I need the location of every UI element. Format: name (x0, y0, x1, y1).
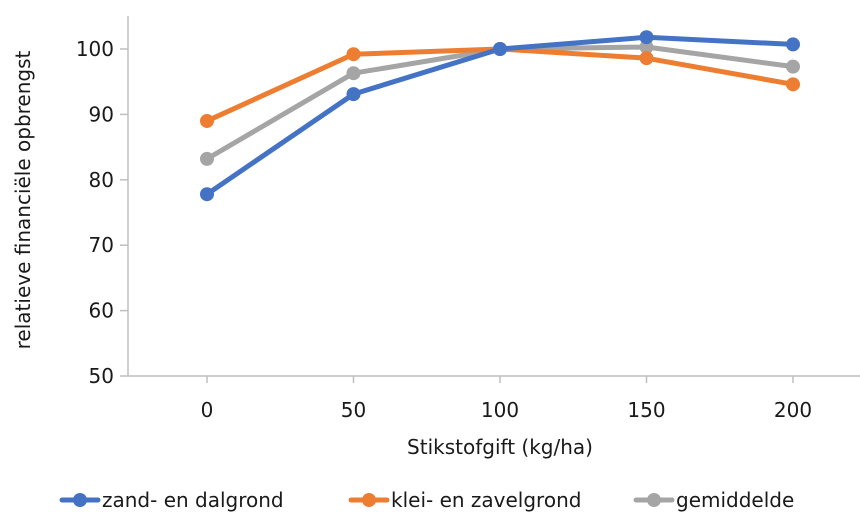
y-tick-label: 100 (76, 37, 114, 61)
x-tick-label: 0 (201, 398, 214, 422)
y-tick-label: 70 (89, 233, 114, 257)
y-axis-title: relatieve financiële opbrengst (11, 50, 35, 349)
legend-item: gemiddelde (633, 488, 794, 512)
x-tick-label: 150 (627, 398, 665, 422)
legend: zand- en dalgrond klei- en zavelgrond gemi… (59, 488, 794, 512)
legend-swatch-marker (647, 493, 661, 507)
data-point (786, 37, 800, 52)
data-point (200, 151, 214, 166)
series-layer (200, 30, 800, 202)
legend-item: zand- en dalgrond (59, 488, 284, 512)
y-tick-label: 90 (89, 102, 114, 126)
data-point (786, 77, 800, 92)
legend-swatch-marker (73, 493, 87, 507)
data-point (346, 47, 361, 62)
series-zand-en-dalgrond (200, 30, 800, 202)
legend-label: gemiddelde (676, 488, 794, 512)
data-point (200, 113, 214, 128)
data-point (493, 42, 507, 56)
y-tick-label: 50 (89, 364, 114, 388)
series-line (204, 44, 796, 162)
legend-swatch-marker (362, 493, 376, 507)
data-point (346, 66, 361, 81)
y-tick-label: 80 (89, 168, 114, 192)
legend-label: klei- en zavelgrond (391, 488, 581, 512)
data-point (639, 30, 654, 45)
data-point (639, 40, 654, 55)
data-point (639, 51, 654, 66)
x-tick-label: 50 (341, 398, 366, 422)
axes: 50 60 70 80 90 100 0 50 100 150 200 (76, 16, 860, 422)
legend-label: zand- en dalgrond (102, 488, 284, 512)
y-tick-label: 60 (89, 299, 114, 323)
data-point (200, 187, 214, 202)
series-gemiddelde (200, 40, 800, 166)
x-axis-title: Stikstofgift (kg/ha) (407, 435, 593, 459)
x-tick-label: 200 (774, 398, 812, 422)
x-tick-label: 100 (481, 398, 519, 422)
data-point (786, 59, 800, 74)
series-line (204, 34, 796, 197)
data-point (346, 87, 361, 102)
legend-item: klei- en zavelgrond (348, 488, 581, 512)
